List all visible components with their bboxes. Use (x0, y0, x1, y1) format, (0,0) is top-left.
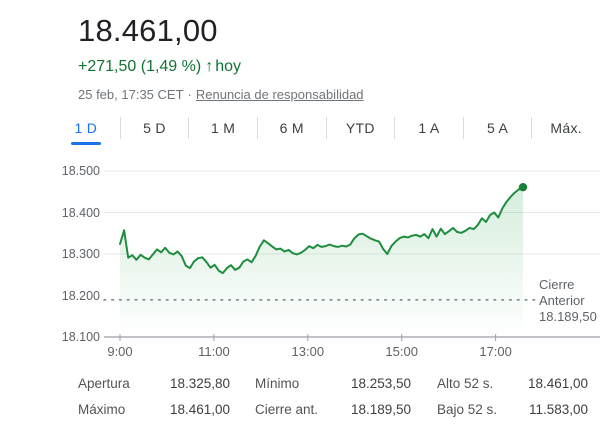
dot-separator: · (187, 87, 192, 102)
x-axis-label: 17:00 (479, 344, 512, 359)
tab-label: 1 M (210, 120, 236, 136)
arrow-up-icon: ↑ (205, 58, 214, 75)
stat-value: 18.189,50 (350, 402, 411, 417)
x-axis-label: 13:00 (291, 344, 325, 359)
tab-1d[interactable]: 1 D (52, 111, 120, 145)
quote-timestamp-line: 25 feb, 17:35 CET · Renuncia de responsabi… (78, 87, 364, 102)
stat-value: 11.583,00 (528, 402, 588, 417)
prev-close-label: Cierre Anterior 18.189,50 (539, 277, 597, 325)
tab-divider (119, 117, 121, 139)
tab-6m[interactable]: 6 M (258, 111, 326, 145)
tab-label: 5 D (143, 120, 166, 136)
quote-timestamp: 25 feb, 17:35 CET (78, 87, 184, 102)
stat-value: 18.325,80 (169, 376, 230, 391)
price-change: +271,50 (1,49 %) ↑ hoy (78, 58, 241, 76)
stat-label: Apertura (78, 376, 130, 391)
tab-divider (394, 117, 396, 139)
price-chart-svg (103, 170, 600, 341)
tab-1a[interactable]: 1 A (395, 111, 463, 145)
tab-divider (531, 117, 533, 139)
stat-apertura: Apertura 18.325,80 (78, 376, 230, 402)
stats-column: Apertura 18.325,80 Máximo 18.461,00 (78, 376, 230, 428)
price-change-period: hoy (215, 58, 241, 75)
active-tab-underline (70, 141, 101, 145)
stat-label: Cierre ant. (255, 402, 319, 417)
stats-column: Mínimo 18.253,50 Cierre ant. 18.189,50 (255, 376, 411, 428)
tab-max[interactable]: Máx. (532, 111, 600, 145)
disclaimer-link[interactable]: Renuncia de responsabilidad (195, 87, 364, 102)
stat-bajo-52s: Bajo 52 s. 11.583,00 (437, 402, 588, 428)
tab-divider (462, 117, 464, 139)
tab-label: 1 D (74, 120, 98, 136)
tab-5a[interactable]: 5 A (464, 111, 532, 145)
stat-cierre-ant: Cierre ant. 18.189,50 (255, 402, 411, 428)
stat-alto-52s: Alto 52 s. 18.461,00 (437, 376, 588, 402)
stat-label: Bajo 52 s. (437, 402, 498, 417)
stat-value: 18.461,00 (527, 376, 588, 391)
stat-maximo: Máximo 18.461,00 (78, 402, 230, 428)
current-price: 18.461,00 (78, 13, 218, 48)
x-axis-label: 11:00 (198, 344, 230, 359)
tab-label: 5 A (486, 120, 509, 136)
stat-value: 18.253,50 (350, 376, 411, 391)
price-chart[interactable]: 18.500 18.400 18.300 18.200 18.100 9:00 11:00 1… (0, 155, 600, 367)
y-axis-label: 18.500 (61, 164, 100, 178)
stat-label: Mínimo (255, 376, 300, 391)
stat-label: Máximo (78, 402, 126, 417)
tab-ytd[interactable]: YTD (327, 111, 395, 145)
tab-divider (325, 117, 327, 139)
price-change-amount: +271,50 (1,49 %) (78, 58, 202, 75)
stat-minimo: Mínimo 18.253,50 (255, 376, 411, 402)
y-axis-label: 18.300 (61, 247, 100, 261)
prev-close-label-line: 18.189,50 (539, 309, 597, 324)
tab-divider (188, 117, 190, 139)
tab-label: YTD (345, 120, 375, 136)
tab-label: 1 A (418, 120, 440, 136)
stat-value: 18.461,00 (169, 402, 230, 417)
tab-divider (256, 117, 258, 139)
tab-label: Máx. (550, 120, 582, 136)
y-axis-label: 18.200 (61, 288, 100, 303)
x-axis-label: 9:00 (107, 344, 133, 359)
x-axis-label: 15:00 (385, 344, 418, 359)
prev-close-label-line: Anterior (539, 293, 585, 308)
stat-label: Alto 52 s. (437, 376, 494, 391)
tab-5d[interactable]: 5 D (121, 111, 189, 145)
time-range-tabs: 1 D 5 D 1 M 6 M YTD 1 A 5 A Máx. (52, 111, 600, 145)
prev-close-label-line: Cierre (539, 277, 575, 292)
y-axis-label: 18.100 (61, 330, 100, 344)
stats-column: Alto 52 s. 18.461,00 Bajo 52 s. 11.583,0… (437, 376, 588, 428)
tab-label: 6 M (279, 120, 304, 136)
y-axis-label: 18.400 (61, 205, 100, 220)
tab-1m[interactable]: 1 M (189, 111, 257, 145)
